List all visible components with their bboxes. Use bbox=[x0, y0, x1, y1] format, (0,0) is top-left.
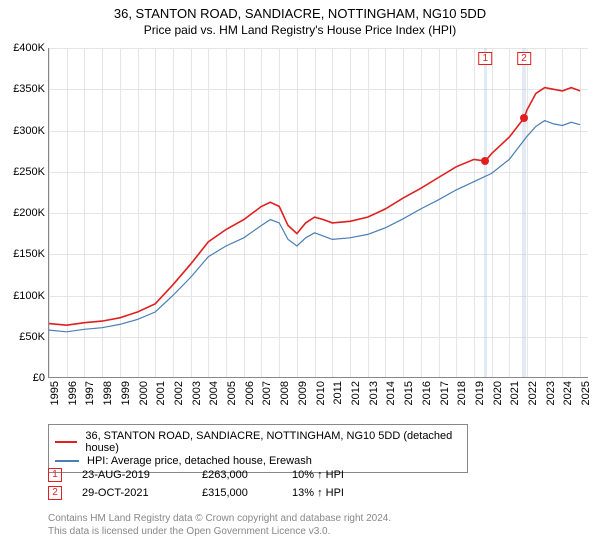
xtick-label: 2006 bbox=[244, 381, 256, 405]
xtick-label: 2002 bbox=[173, 381, 185, 405]
event-list: 1 23-AUG-2019£263,00010% ↑ HPI 2 29-OCT-202… bbox=[48, 468, 412, 504]
xtick-label: 2022 bbox=[527, 381, 539, 405]
ytick-label: £400K bbox=[13, 42, 45, 54]
legend-swatch-hpi bbox=[55, 460, 79, 462]
ytick-label: £50K bbox=[19, 331, 45, 343]
event-badge: 1 bbox=[48, 468, 62, 482]
xtick-label: 2018 bbox=[456, 381, 468, 405]
xtick-label: 1997 bbox=[84, 381, 96, 405]
legend-swatch-property bbox=[55, 441, 77, 443]
ytick-label: £250K bbox=[13, 166, 45, 178]
xtick-label: 2001 bbox=[155, 381, 167, 405]
ytick-label: £0 bbox=[33, 372, 45, 384]
xtick-label: 2025 bbox=[580, 381, 592, 405]
ytick-label: £200K bbox=[13, 207, 45, 219]
xtick-label: 2019 bbox=[474, 381, 486, 405]
ytick-label: £100K bbox=[13, 290, 45, 302]
event-price: £263,000 bbox=[202, 469, 292, 481]
chart-svg bbox=[49, 48, 589, 378]
series-property bbox=[49, 88, 580, 326]
xtick-label: 2000 bbox=[138, 381, 150, 405]
xtick-label: 1998 bbox=[102, 381, 114, 405]
xtick-label: 1999 bbox=[120, 381, 132, 405]
event-badge: 2 bbox=[48, 486, 62, 500]
xtick-label: 2014 bbox=[385, 381, 397, 405]
ytick-label: £150K bbox=[13, 248, 45, 260]
xtick-label: 2016 bbox=[421, 381, 433, 405]
xtick-label: 2010 bbox=[315, 381, 327, 405]
xtick-label: 2020 bbox=[492, 381, 504, 405]
xtick-label: 2012 bbox=[350, 381, 362, 405]
xtick-label: 2005 bbox=[226, 381, 238, 405]
footer-line1: Contains HM Land Registry data © Crown c… bbox=[48, 512, 391, 525]
ytick-label: £350K bbox=[13, 83, 45, 95]
xtick-label: 2004 bbox=[208, 381, 220, 405]
event-price: £315,000 bbox=[202, 487, 292, 499]
ytick-label: £300K bbox=[13, 125, 45, 137]
xtick-label: 2024 bbox=[562, 381, 574, 405]
xtick-label: 2011 bbox=[332, 381, 344, 405]
xtick-label: 2015 bbox=[403, 381, 415, 405]
xtick-label: 2007 bbox=[261, 381, 273, 405]
footer-attribution: Contains HM Land Registry data © Crown c… bbox=[48, 512, 391, 538]
event-delta: 10% ↑ HPI bbox=[292, 469, 412, 481]
xtick-label: 2009 bbox=[297, 381, 309, 405]
page-subtitle: Price paid vs. HM Land Registry's House … bbox=[0, 23, 600, 37]
event-row: 1 23-AUG-2019£263,00010% ↑ HPI bbox=[48, 468, 412, 482]
legend-label-property: 36, STANTON ROAD, SANDIACRE, NOTTINGHAM,… bbox=[85, 430, 461, 454]
event-date: 29-OCT-2021 bbox=[82, 487, 202, 499]
footer-line2: This data is licensed under the Open Gov… bbox=[48, 525, 391, 538]
xtick-label: 2003 bbox=[191, 381, 203, 405]
marker-point bbox=[520, 114, 528, 122]
legend-label-hpi: HPI: Average price, detached house, Erew… bbox=[87, 455, 312, 467]
xtick-label: 2021 bbox=[509, 381, 521, 405]
chart-legend: 36, STANTON ROAD, SANDIACRE, NOTTINGHAM,… bbox=[48, 424, 468, 473]
line-chart: £0£50K£100K£150K£200K£250K£300K£350K£400… bbox=[48, 48, 588, 378]
xtick-label: 2023 bbox=[545, 381, 557, 405]
xtick-label: 1995 bbox=[49, 381, 61, 405]
xtick-label: 2008 bbox=[279, 381, 291, 405]
page-title: 36, STANTON ROAD, SANDIACRE, NOTTINGHAM,… bbox=[0, 6, 600, 21]
event-delta: 13% ↑ HPI bbox=[292, 487, 412, 499]
xtick-label: 1996 bbox=[67, 381, 79, 405]
series-hpi bbox=[49, 121, 580, 332]
xtick-label: 2017 bbox=[439, 381, 451, 405]
marker-point bbox=[481, 157, 489, 165]
xtick-label: 2013 bbox=[368, 381, 380, 405]
event-row: 2 29-OCT-2021£315,00013% ↑ HPI bbox=[48, 486, 412, 500]
event-date: 23-AUG-2019 bbox=[82, 469, 202, 481]
